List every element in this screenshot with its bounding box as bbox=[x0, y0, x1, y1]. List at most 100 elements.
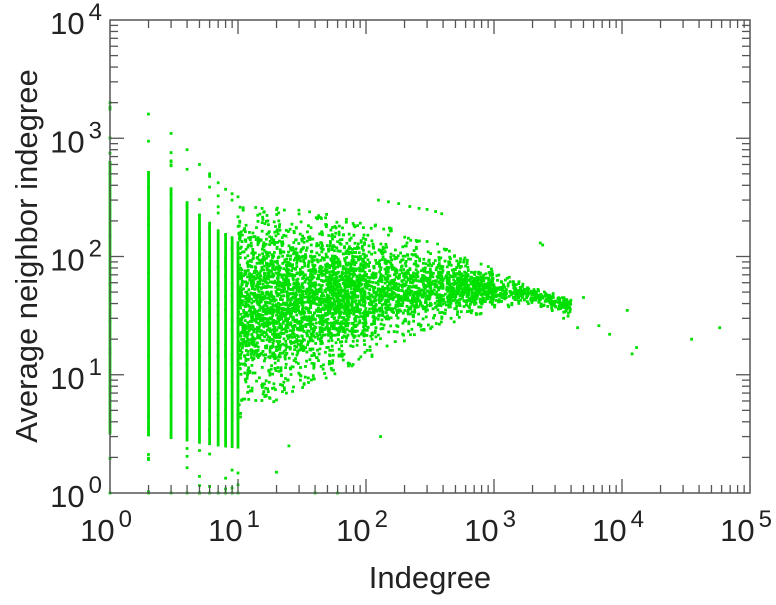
cloud-point bbox=[359, 255, 362, 258]
cloud-point bbox=[335, 256, 338, 259]
cloud-point bbox=[309, 243, 313, 247]
cloud-point bbox=[368, 307, 371, 311]
cloud-point bbox=[530, 301, 534, 304]
cloud-point bbox=[482, 277, 486, 280]
cloud-point bbox=[243, 334, 246, 338]
data-points bbox=[108, 101, 722, 495]
cloud-point bbox=[493, 287, 497, 291]
cloud-point bbox=[238, 263, 241, 267]
cloud-point bbox=[289, 264, 293, 268]
cloud-point bbox=[340, 305, 344, 308]
cloud-point bbox=[350, 302, 354, 306]
cloud-point bbox=[270, 285, 273, 289]
cloud-point bbox=[399, 295, 403, 298]
cloud-point bbox=[280, 288, 284, 292]
cloud-point bbox=[363, 351, 367, 354]
cloud-point bbox=[417, 290, 420, 293]
cloud-point bbox=[449, 257, 452, 261]
cloud-point bbox=[287, 250, 290, 254]
cloud-point bbox=[258, 282, 262, 285]
cloud-point bbox=[321, 341, 324, 345]
cloud-point bbox=[307, 278, 311, 282]
cloud-point bbox=[462, 291, 466, 294]
cloud-point bbox=[395, 256, 399, 260]
cloud-point bbox=[415, 286, 419, 290]
cloud-point bbox=[239, 349, 242, 352]
cloud-point bbox=[371, 281, 375, 284]
cloud-point bbox=[353, 280, 357, 284]
cloud-point bbox=[474, 301, 478, 305]
cloud-point bbox=[474, 284, 477, 287]
cloud-point bbox=[333, 300, 336, 303]
cloud-point bbox=[380, 295, 383, 298]
cloud-point bbox=[346, 324, 350, 328]
cloud-point bbox=[411, 298, 414, 302]
cloud-point bbox=[327, 296, 331, 300]
strip-point bbox=[208, 300, 211, 304]
cloud-point bbox=[417, 322, 421, 326]
cloud-point bbox=[309, 278, 312, 282]
cloud-point bbox=[294, 238, 297, 242]
cloud-point bbox=[388, 303, 392, 307]
cloud-point bbox=[422, 282, 425, 285]
cloud-point bbox=[333, 254, 337, 258]
cloud-point bbox=[299, 297, 302, 301]
cloud-point bbox=[345, 256, 348, 259]
cloud-point bbox=[290, 248, 293, 252]
cloud-point bbox=[377, 287, 380, 291]
cloud-point bbox=[392, 254, 396, 257]
cloud-point bbox=[419, 278, 423, 281]
cloud-point bbox=[403, 235, 407, 239]
cloud-point bbox=[278, 312, 282, 315]
cloud-point bbox=[341, 322, 345, 325]
cloud-point bbox=[453, 289, 456, 293]
cloud-point bbox=[242, 315, 246, 319]
cloud-point bbox=[344, 319, 348, 323]
cloud-point bbox=[468, 309, 472, 313]
cloud-point bbox=[246, 391, 250, 394]
cloud-point bbox=[415, 264, 419, 268]
cloud-point bbox=[283, 388, 286, 391]
cloud-point bbox=[434, 279, 437, 283]
cloud-point bbox=[472, 271, 476, 275]
cloud-point bbox=[291, 332, 294, 335]
cloud-point bbox=[383, 302, 387, 306]
cloud-point bbox=[270, 237, 273, 241]
cloud-point bbox=[276, 281, 279, 284]
cloud-point bbox=[292, 278, 295, 281]
cloud-point bbox=[414, 284, 418, 288]
cloud-point bbox=[468, 296, 471, 300]
cloud-point bbox=[297, 242, 301, 245]
cloud-point bbox=[423, 275, 427, 279]
cloud-point bbox=[361, 244, 364, 248]
strip-max-point bbox=[147, 112, 150, 116]
cloud-point bbox=[334, 321, 338, 325]
cloud-point bbox=[359, 268, 362, 272]
cloud-point bbox=[331, 348, 334, 352]
cloud-point bbox=[259, 319, 262, 323]
cloud-point bbox=[459, 310, 463, 314]
cloud-point bbox=[484, 300, 487, 303]
cloud-point bbox=[361, 275, 364, 278]
cloud-point bbox=[477, 270, 480, 274]
cloud-point bbox=[454, 268, 457, 272]
cloud-point bbox=[453, 281, 456, 285]
cloud-point bbox=[242, 309, 246, 313]
cloud-point bbox=[328, 275, 332, 279]
cloud-point bbox=[450, 268, 454, 272]
cloud-point bbox=[466, 266, 470, 269]
cloud-point bbox=[335, 272, 339, 275]
cloud-point bbox=[354, 269, 358, 272]
cloud-point bbox=[370, 239, 374, 243]
cloud-point bbox=[323, 333, 327, 337]
cloud-point bbox=[339, 302, 343, 306]
cloud-point bbox=[311, 274, 315, 278]
cloud-point bbox=[383, 315, 387, 319]
cloud-point bbox=[298, 288, 301, 292]
cloud-point bbox=[257, 258, 261, 262]
cloud-point bbox=[486, 294, 490, 298]
cloud-point bbox=[452, 295, 456, 299]
cloud-point bbox=[332, 368, 335, 372]
cloud-point bbox=[458, 301, 461, 305]
cloud-point bbox=[291, 325, 295, 329]
